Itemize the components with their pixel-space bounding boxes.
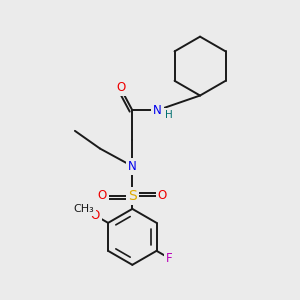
Text: F: F [166,252,172,265]
Text: O: O [91,209,100,222]
Text: H: H [165,110,172,120]
Text: O: O [116,81,125,94]
Text: N: N [128,160,137,173]
Text: S: S [128,189,137,202]
Text: CH₃: CH₃ [74,204,94,214]
Text: O: O [158,189,167,202]
Text: O: O [98,189,107,202]
Text: N: N [153,104,162,117]
